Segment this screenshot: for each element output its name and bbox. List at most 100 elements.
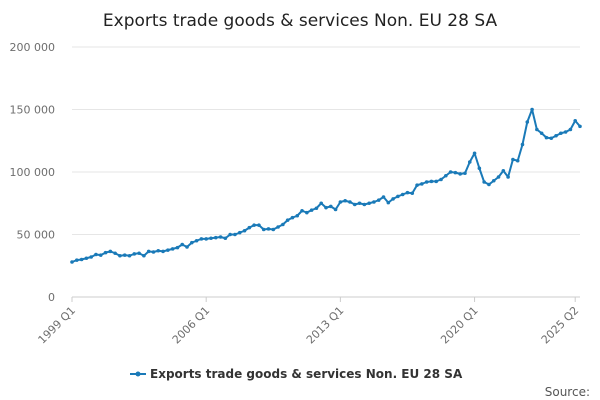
data-point[interactable] xyxy=(554,133,558,138)
data-point[interactable] xyxy=(352,202,357,207)
data-point[interactable] xyxy=(319,201,324,206)
data-point[interactable] xyxy=(122,253,127,257)
data-point[interactable] xyxy=(386,200,391,205)
data-point[interactable] xyxy=(338,200,343,204)
data-point[interactable] xyxy=(305,210,309,215)
data-point[interactable] xyxy=(559,131,563,136)
data-point[interactable] xyxy=(477,166,482,171)
data-point[interactable] xyxy=(453,170,458,175)
legend[interactable]: Exports trade goods & services Non. EU 2… xyxy=(130,367,463,381)
data-point[interactable] xyxy=(439,177,443,182)
data-point[interactable] xyxy=(242,228,247,233)
data-point[interactable] xyxy=(257,223,261,227)
data-point[interactable] xyxy=(70,260,74,264)
data-point[interactable] xyxy=(444,173,448,178)
data-point[interactable] xyxy=(372,200,376,204)
data-point[interactable] xyxy=(276,225,280,229)
data-point[interactable] xyxy=(434,179,439,184)
data-point[interactable] xyxy=(94,252,98,257)
data-point[interactable] xyxy=(151,250,156,254)
data-point[interactable] xyxy=(539,131,544,136)
data-point[interactable] xyxy=(166,248,170,252)
data-point[interactable] xyxy=(420,182,424,186)
data-point[interactable] xyxy=(285,218,290,222)
data-point[interactable] xyxy=(199,237,204,241)
data-point[interactable] xyxy=(218,235,223,239)
data-point[interactable] xyxy=(467,160,472,164)
data-point[interactable] xyxy=(357,201,362,206)
data-point[interactable] xyxy=(213,235,218,240)
data-point[interactable] xyxy=(89,255,93,259)
data-point[interactable] xyxy=(463,171,467,176)
data-point[interactable] xyxy=(204,237,208,241)
data-point[interactable] xyxy=(520,142,525,147)
data-point[interactable] xyxy=(343,198,347,203)
data-point[interactable] xyxy=(156,248,161,253)
data-point[interactable] xyxy=(146,249,151,254)
data-point[interactable] xyxy=(328,204,333,209)
data-point[interactable] xyxy=(381,195,386,199)
data-point[interactable] xyxy=(190,240,194,245)
data-point[interactable] xyxy=(573,118,578,123)
data-point[interactable] xyxy=(415,183,419,187)
data-point[interactable] xyxy=(391,197,395,201)
data-point[interactable] xyxy=(223,236,228,241)
data-point[interactable] xyxy=(535,127,539,132)
data-point[interactable] xyxy=(290,215,295,220)
data-point[interactable] xyxy=(266,227,271,231)
data-point[interactable] xyxy=(544,135,549,140)
data-point[interactable] xyxy=(295,213,300,218)
data-point[interactable] xyxy=(530,107,534,112)
data-point[interactable] xyxy=(511,157,515,162)
data-point[interactable] xyxy=(170,247,175,251)
data-point[interactable] xyxy=(309,208,314,212)
data-point[interactable] xyxy=(549,136,554,141)
data-point[interactable] xyxy=(113,251,117,256)
data-point[interactable] xyxy=(348,200,352,204)
data-point[interactable] xyxy=(127,253,132,258)
data-point[interactable] xyxy=(458,172,462,176)
data-point[interactable] xyxy=(367,201,371,206)
data-point[interactable] xyxy=(506,175,510,179)
data-point[interactable] xyxy=(515,158,520,163)
data-point[interactable] xyxy=(132,252,137,256)
data-point[interactable] xyxy=(568,127,573,132)
data-point[interactable] xyxy=(405,190,410,195)
data-point[interactable] xyxy=(237,230,242,235)
data-point[interactable] xyxy=(525,120,530,124)
data-point[interactable] xyxy=(252,223,256,227)
data-point[interactable] xyxy=(578,124,582,129)
data-point[interactable] xyxy=(300,208,304,213)
data-point[interactable] xyxy=(79,257,84,262)
data-point[interactable] xyxy=(333,207,338,212)
data-point[interactable] xyxy=(501,168,506,173)
data-point[interactable] xyxy=(209,236,213,241)
data-point[interactable] xyxy=(180,242,185,247)
data-point[interactable] xyxy=(74,258,79,262)
data-point[interactable] xyxy=(487,182,491,187)
data-point[interactable] xyxy=(448,170,453,174)
data-point[interactable] xyxy=(108,249,113,254)
data-point[interactable] xyxy=(142,253,146,258)
data-point[interactable] xyxy=(271,227,276,232)
data-point[interactable] xyxy=(482,180,486,184)
data-point[interactable] xyxy=(400,192,405,197)
data-point[interactable] xyxy=(84,256,89,261)
data-point[interactable] xyxy=(118,253,122,258)
data-point[interactable] xyxy=(491,178,496,183)
data-point[interactable] xyxy=(103,250,108,255)
data-point[interactable] xyxy=(424,180,429,184)
data-point[interactable] xyxy=(175,245,180,250)
data-point[interactable] xyxy=(281,222,285,227)
data-point[interactable] xyxy=(314,206,319,211)
data-point[interactable] xyxy=(396,194,400,199)
data-point[interactable] xyxy=(496,175,501,179)
data-point[interactable] xyxy=(98,253,103,257)
data-point[interactable] xyxy=(247,225,252,230)
data-point[interactable] xyxy=(261,227,266,232)
data-point[interactable] xyxy=(161,249,165,254)
data-point[interactable] xyxy=(233,232,237,237)
data-point[interactable] xyxy=(185,245,189,249)
data-point[interactable] xyxy=(429,179,434,184)
data-point[interactable] xyxy=(563,130,568,134)
